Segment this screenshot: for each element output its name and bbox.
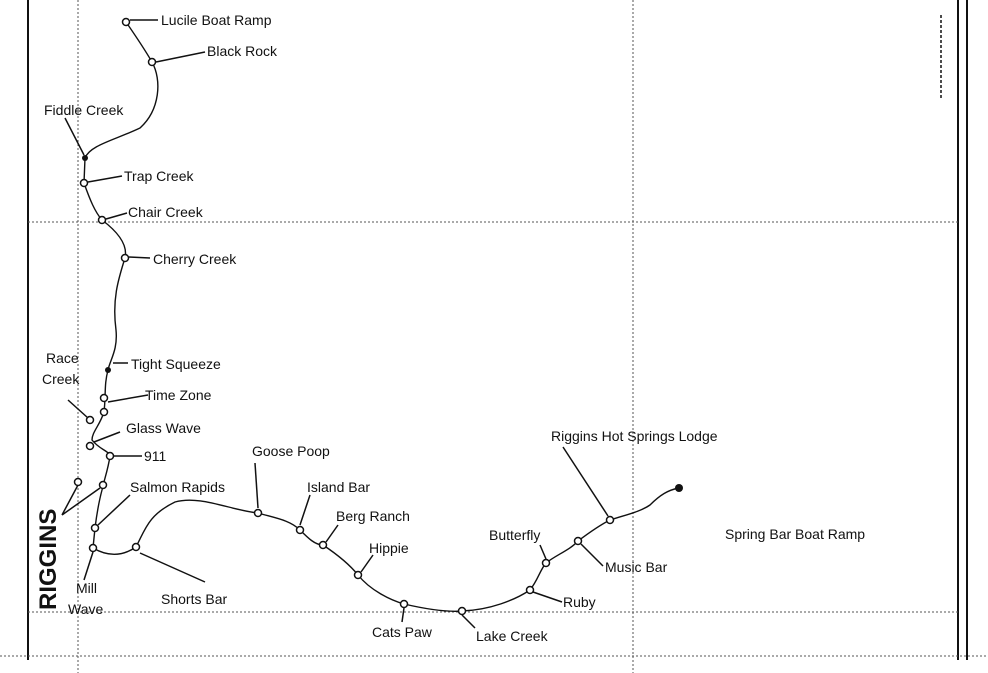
label-butterfly: Butterfly bbox=[489, 527, 540, 543]
label-911: 911 bbox=[144, 448, 167, 464]
spring-bar-marker bbox=[675, 484, 683, 492]
label-ruby: Ruby bbox=[563, 594, 596, 610]
leader-lines bbox=[61, 19, 609, 629]
fiddle-marker bbox=[82, 155, 88, 161]
label-black-rock: Black Rock bbox=[207, 43, 278, 59]
label-fiddle: Fiddle Creek bbox=[44, 102, 124, 118]
label-chair: Chair Creek bbox=[128, 204, 204, 220]
label-tight: Tight Squeeze bbox=[131, 356, 221, 372]
rapid-markers bbox=[73, 17, 615, 616]
label-time-zone: Time Zone bbox=[145, 387, 212, 403]
label-hippie: Hippie bbox=[369, 540, 409, 556]
label-riggins-hs: Riggins Hot Springs Lodge bbox=[551, 428, 718, 444]
label-shorts: Shorts Bar bbox=[161, 591, 227, 607]
tight-marker bbox=[105, 367, 111, 373]
label-lucile: Lucile Boat Ramp bbox=[161, 12, 272, 28]
label-cherry: Cherry Creek bbox=[153, 251, 237, 267]
label-lake: Lake Creek bbox=[476, 628, 549, 644]
label-island: Island Bar bbox=[307, 479, 370, 495]
label-glass: Glass Wave bbox=[126, 420, 201, 436]
label-race-2: Creek bbox=[42, 371, 80, 387]
label-mill-1: Mill bbox=[76, 580, 97, 596]
label-mill-2: Wave bbox=[68, 601, 103, 617]
label-spring-bar: Spring Bar Boat Ramp bbox=[725, 526, 865, 542]
label-cats: Cats Paw bbox=[372, 624, 433, 640]
label-goose: Goose Poop bbox=[252, 443, 330, 459]
label-berg: Berg Ranch bbox=[336, 508, 410, 524]
label-trap: Trap Creek bbox=[124, 168, 195, 184]
label-music: Music Bar bbox=[605, 559, 668, 575]
label-salmon: Salmon Rapids bbox=[130, 479, 225, 495]
riggins-region-label: RIGGINS bbox=[35, 509, 62, 610]
label-race-1: Race bbox=[46, 350, 79, 366]
